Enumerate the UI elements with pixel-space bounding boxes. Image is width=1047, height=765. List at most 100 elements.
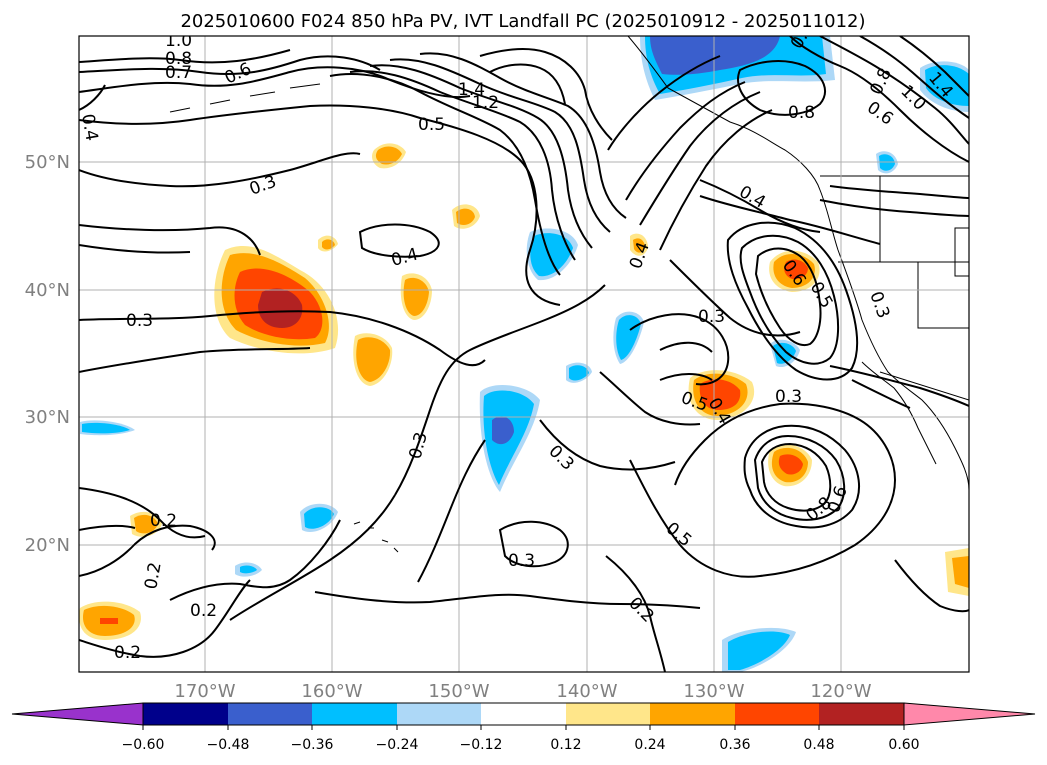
contour-label: 0.8 <box>788 103 815 123</box>
lat-label: 40°N <box>25 280 70 301</box>
contour-line <box>79 84 106 111</box>
contour-line <box>669 259 801 337</box>
colorbar-tick-label: −0.36 <box>291 737 334 753</box>
contour-line <box>79 104 561 306</box>
pv-shade-positive <box>134 514 158 534</box>
contour-line <box>79 579 251 658</box>
pv-shade-negative <box>492 416 514 445</box>
contour-line <box>79 310 486 367</box>
lat-label: 20°N <box>25 535 70 556</box>
contour-line <box>829 185 969 199</box>
contour-line <box>859 36 969 119</box>
contour-label: 0.2 <box>114 643 141 663</box>
contour-line <box>79 49 291 64</box>
pv-shade-negative <box>925 65 969 106</box>
contour-line <box>314 591 701 609</box>
pv-shade-negative <box>82 422 130 434</box>
contour-line <box>349 70 576 261</box>
pv-shade-positive <box>778 454 803 475</box>
contour-line <box>394 284 606 496</box>
contour-line <box>829 365 969 407</box>
colorbar-tick-label: 0.36 <box>719 737 750 753</box>
contour-label: 0.7 <box>165 63 192 83</box>
contour-line <box>659 373 713 381</box>
map-panel: 1.0 0.8 0.7 0.6 1.4 1.2 0.5 0.4 0.3 0.4 … <box>79 36 969 672</box>
contour-line <box>79 347 311 373</box>
pv-shade-positive <box>100 618 118 624</box>
colorbar-segment <box>735 703 819 725</box>
contour-line <box>329 73 561 276</box>
lon-label: 140°W <box>556 681 617 702</box>
colorbar-tick-label: −0.24 <box>376 737 419 753</box>
colorbar-segment <box>228 703 312 725</box>
lat-label: 30°N <box>25 407 70 428</box>
colorbar-tick-label: 0.12 <box>550 737 581 753</box>
colorbar-extend-high <box>903 702 1036 726</box>
colorbar-segment <box>397 703 481 725</box>
contour-line <box>629 402 897 578</box>
lon-label: 150°W <box>428 681 489 702</box>
contour-line <box>726 221 859 381</box>
colorbar-segment <box>650 703 735 725</box>
contour-label: 0.2 <box>150 511 177 531</box>
contour-line <box>417 439 486 583</box>
contour-line <box>79 524 136 531</box>
lat-label: 50°N <box>25 152 70 173</box>
contour-line <box>639 91 761 226</box>
pv-shade-negative <box>728 631 790 670</box>
state-line-4 <box>954 227 969 277</box>
colorbar-tick-label: −0.12 <box>460 737 503 753</box>
lon-label: 170°W <box>174 681 235 702</box>
pv-shade-positive <box>456 208 475 225</box>
colorbar-tick-label: 0.24 <box>634 737 665 753</box>
colorbar-extend-low <box>11 702 144 726</box>
pv-shade-negative <box>650 36 780 75</box>
pv-shade-negative <box>530 233 573 277</box>
pv-shade-negative <box>569 365 589 381</box>
pv-shade-negative <box>773 342 796 364</box>
contour-label: 0.3 <box>508 551 535 571</box>
gridlines <box>79 36 969 672</box>
contour-line <box>79 244 191 254</box>
lon-label: 160°W <box>301 681 362 702</box>
contour-line <box>743 424 860 529</box>
contour-label: 0.2 <box>141 561 165 591</box>
contour-line <box>605 555 666 672</box>
contour-label: 0.5 <box>418 115 445 135</box>
pv-shade-negative <box>879 154 895 171</box>
contour-line <box>599 371 701 426</box>
contour-label: 1.4 <box>458 80 485 100</box>
colorbar-tick-label: 0.48 <box>803 737 834 753</box>
contour-label: 1.2 <box>472 93 499 113</box>
contour-line <box>79 224 261 256</box>
map-frame <box>78 35 970 673</box>
contour-line <box>358 223 440 258</box>
contour-line <box>79 55 381 76</box>
contour-line <box>539 419 676 471</box>
lon-label: 120°W <box>810 681 871 702</box>
pv-shade-positive <box>699 379 741 410</box>
contour-line <box>699 195 881 245</box>
longitude-labels: 170°W 160°W 150°W 140°W 130°W 120°W <box>174 681 871 702</box>
hawaii-islands <box>353 521 399 553</box>
pv-shade-positive <box>403 277 429 316</box>
ivt-contours <box>79 36 969 672</box>
pv-shade-positive <box>633 238 645 253</box>
colorbar-segment <box>312 703 397 725</box>
contour-line <box>894 559 969 613</box>
contour-line <box>489 63 566 105</box>
contour-line <box>819 199 969 217</box>
figure-title: 2025010600 F024 850 hPa PV, IVT Landfall… <box>180 11 865 32</box>
contour-label: 0.3 <box>775 387 802 407</box>
contour-line <box>753 434 846 521</box>
colorbar: −0.60 −0.48 −0.36 −0.24 −0.12 0.12 0.24 … <box>11 702 1036 753</box>
colorbar-tick-label: 0.60 <box>888 737 919 753</box>
colorbar-segment <box>143 703 228 725</box>
contour-line <box>229 494 396 621</box>
contour-line <box>389 58 611 233</box>
colorbar-tick-label: −0.60 <box>122 737 165 753</box>
contour-line <box>739 234 840 365</box>
map-background <box>79 36 969 672</box>
aleutian-islands <box>169 83 321 113</box>
